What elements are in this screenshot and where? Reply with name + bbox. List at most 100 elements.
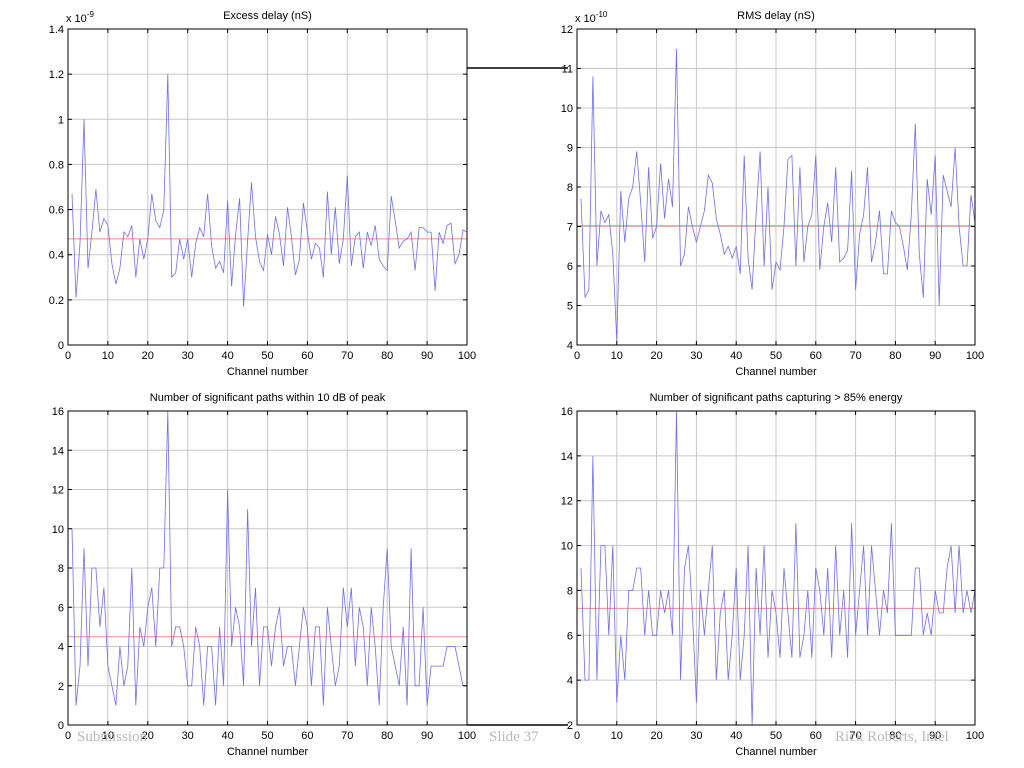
y-tick-label: 14	[52, 445, 64, 457]
series-line	[580, 410, 976, 726]
y-tick-label: 0.4	[49, 250, 64, 262]
y-tick-label: 10	[52, 524, 64, 536]
x-tick-label: 0	[574, 350, 580, 362]
y-tick-label: 6	[58, 602, 64, 614]
y-tick-label: 8	[567, 585, 573, 597]
x-tick-label: 20	[650, 350, 662, 362]
footer-center: Slide 37	[489, 729, 539, 745]
y-tick-label: 0.2	[49, 295, 64, 307]
x-tick-label: 10	[102, 730, 114, 742]
x-tick-label: 70	[849, 350, 861, 362]
subplot-2: 0 10 20 30 40 50 60 70 80 90 100 4 5 6 7 8 9 10 11 12 RMS de…	[561, 10, 984, 378]
footer-left: Submission	[77, 729, 148, 745]
x-tick-label: 60	[301, 730, 313, 742]
x-tick-label: 80	[381, 730, 393, 742]
subplot-4: 0 10 20 30 40 50 60 70 80 90 100 2 4 6 8 10 12 14 16 Number…	[561, 392, 984, 758]
y-tick-label: 16	[561, 406, 573, 418]
y-tick-label: 12	[561, 496, 573, 508]
y-tick-label: 6	[567, 630, 573, 642]
x-tick-label: 20	[142, 730, 154, 742]
y-tick-label: 1.2	[49, 69, 64, 81]
x-tick-label: 30	[182, 730, 194, 742]
y-tick-label: 14	[561, 451, 573, 463]
x-tick-label: 0	[65, 350, 71, 362]
x-tick-label: 90	[421, 350, 433, 362]
x-tick-label: 90	[929, 350, 941, 362]
axis-exponent: -10	[596, 10, 608, 19]
x-tick-label: 90	[929, 730, 941, 742]
chart-title: Number of significant paths capturing > …	[650, 392, 903, 404]
y-tick-label: 0.8	[49, 159, 64, 171]
y-tick-label: 8	[567, 182, 573, 194]
x-tick-label: 80	[889, 730, 901, 742]
x-tick-label: 40	[730, 350, 742, 362]
x-tick-label: 10	[611, 350, 623, 362]
series-line	[71, 74, 468, 307]
y-tick-label: 0	[58, 340, 64, 352]
y-tick-label: 11	[562, 64, 573, 76]
y-tick-label: 7	[567, 222, 573, 234]
y-tick-label: 10	[561, 541, 573, 553]
x-tick-label: 0	[65, 730, 71, 742]
axis-multiplier: x 10-9	[66, 10, 94, 25]
x-axis-label: Channel number	[227, 746, 309, 758]
x-tick-label: 60	[301, 350, 313, 362]
chart-title: Number of significant paths within 10 dB…	[150, 392, 386, 404]
x-tick-label: 70	[849, 730, 861, 742]
x-tick-label: 40	[221, 350, 233, 362]
y-tick-label: 10	[561, 103, 573, 115]
x-tick-label: 60	[810, 350, 822, 362]
y-tick-label: 4	[567, 675, 573, 687]
y-tick-label: 8	[58, 563, 64, 575]
y-tick-label: 4	[567, 340, 573, 352]
y-tick-label: 0	[58, 720, 64, 732]
x-tick-label: 10	[102, 350, 114, 362]
y-tick-label: 5	[567, 301, 573, 313]
x-axis-label: Channel number	[735, 746, 817, 758]
x-tick-label: 30	[690, 350, 702, 362]
subplot-1: 0 10 20 30 40 50 60 70 80 90 100 0 0.2 0.4 0.6 0.8 1 1.2 1…	[49, 10, 476, 378]
y-tick-label: 16	[52, 406, 64, 418]
x-tick-label: 80	[889, 350, 901, 362]
x-tick-label: 50	[770, 730, 782, 742]
y-tick-label: 2	[58, 681, 64, 693]
y-tick-label: 1	[58, 114, 64, 126]
x-tick-label: 50	[261, 350, 273, 362]
plots-group: 0 10 20 30 40 50 60 70 80 90 10000.20.40.60.811.21…	[49, 10, 984, 758]
axis-multiplier: x 10-10	[575, 10, 608, 25]
series-line	[580, 48, 976, 342]
x-tick-label: 50	[770, 350, 782, 362]
footer-right: Rick Roberts, Intel	[835, 729, 949, 745]
x-tick-label: 30	[182, 350, 194, 362]
series-line	[71, 410, 467, 706]
x-tick-label: 100	[458, 730, 476, 742]
y-tick-label: 9	[567, 143, 573, 155]
x-tick-label: 70	[341, 350, 353, 362]
chart-title: Excess delay (nS)	[223, 10, 312, 22]
x-axis-label: Channel number	[735, 366, 817, 378]
y-tick-label: 2	[567, 720, 573, 732]
x-tick-label: 100	[966, 350, 984, 362]
x-tick-label: 40	[730, 730, 742, 742]
subplot-3: 0 10 20 30 40 50 60 70 80 90 100 0 2 4 6 8 10 12 14 16 Numbe…	[52, 392, 476, 758]
axis-exponent: -9	[87, 10, 95, 19]
x-tick-label: 0	[574, 730, 580, 742]
chart-title: RMS delay (nS)	[737, 10, 815, 22]
x-tick-label: 20	[142, 350, 154, 362]
x-tick-label: 50	[261, 730, 273, 742]
x-tick-label: 90	[421, 730, 433, 742]
x-tick-label: 20	[650, 730, 662, 742]
y-tick-label: 6	[567, 261, 573, 273]
y-tick-label: 4	[58, 642, 64, 654]
y-tick-label: 0.6	[49, 205, 64, 217]
x-tick-label: 10	[611, 730, 623, 742]
x-tick-label: 80	[381, 350, 393, 362]
y-tick-label: 12	[561, 24, 573, 36]
x-tick-label: 30	[690, 730, 702, 742]
y-tick-label: 1.4	[49, 24, 64, 36]
x-tick-label: 40	[221, 730, 233, 742]
x-tick-label: 100	[966, 730, 984, 742]
x-tick-label: 100	[458, 350, 476, 362]
x-tick-label: 60	[810, 730, 822, 742]
